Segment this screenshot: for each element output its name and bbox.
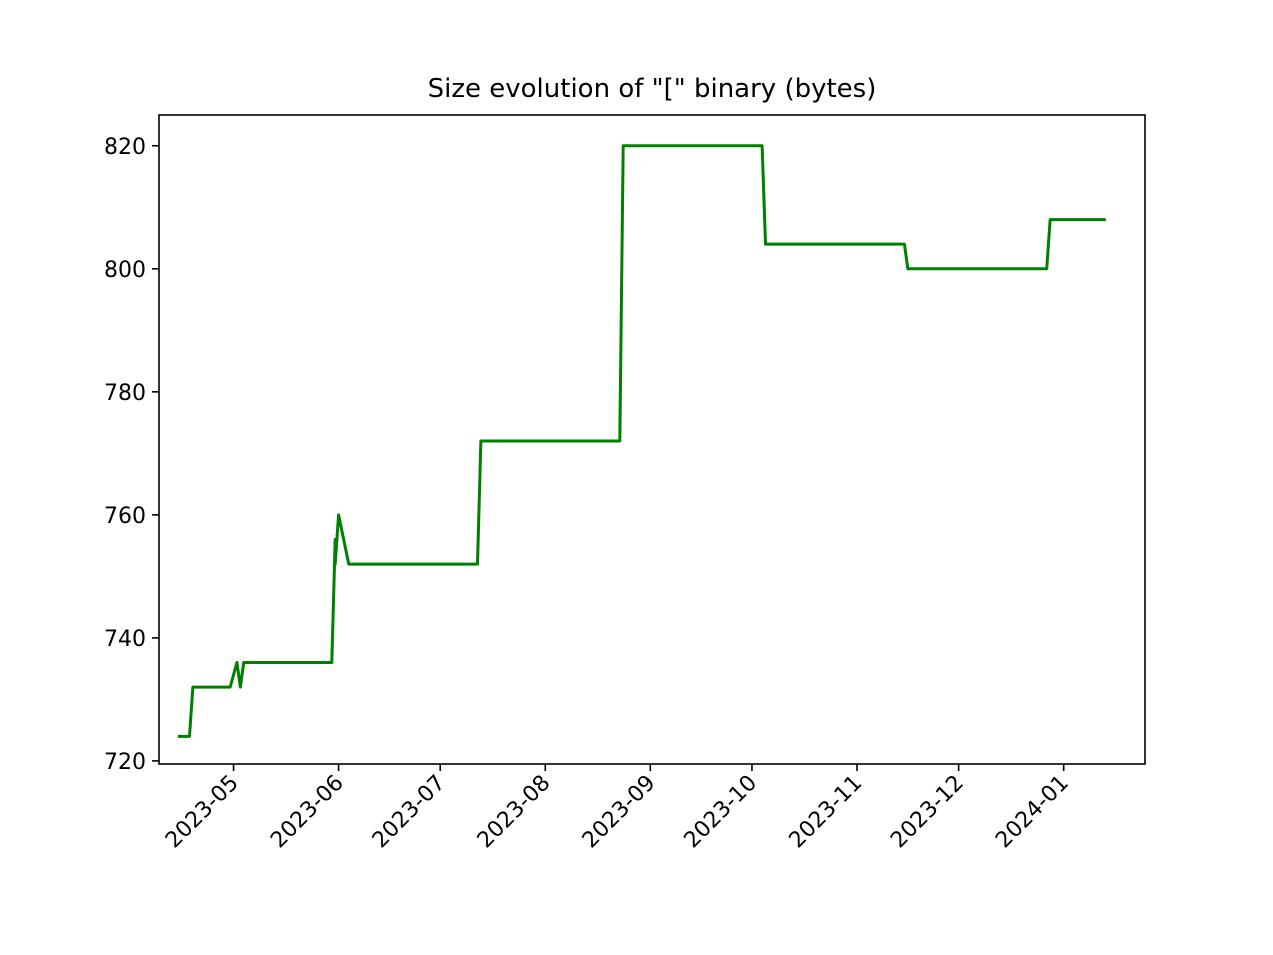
y-tick-label: 740 (104, 627, 146, 652)
y-tick-label: 780 (104, 381, 146, 406)
y-tick-label: 800 (104, 258, 146, 283)
y-tick-label: 820 (104, 135, 146, 160)
y-tick-label: 720 (104, 750, 146, 775)
series-line (177, 144, 1106, 738)
chart-title: Size evolution of "[" binary (bytes) (428, 74, 877, 104)
y-axis: 720 740 760 780 800 820 (104, 135, 159, 775)
plot-area (177, 144, 1106, 738)
axes-frame (158, 114, 1146, 765)
y-tick-label: 760 (104, 504, 146, 529)
